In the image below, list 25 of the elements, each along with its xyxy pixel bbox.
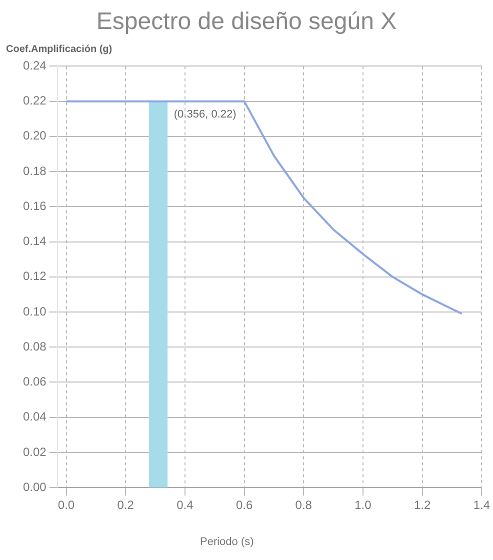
x-tick-label: 0.4 [176, 498, 194, 512]
y-tick-label: 0.06 [22, 374, 47, 389]
y-tick-label: 0.14 [22, 234, 47, 248]
y-tick-label: 0.12 [22, 269, 47, 284]
x-axis-title: Periodo (s) [200, 536, 254, 548]
x-tick-label: 0.8 [295, 498, 312, 512]
y-tick-label: 0.04 [22, 410, 47, 424]
annotation: (0.356, 0.22) [174, 108, 236, 120]
y-tick-label: 0.20 [22, 128, 47, 143]
y-axis-title: Coef.Amplificación (g) [6, 44, 112, 55]
x-tick-label: 1.2 [414, 498, 431, 512]
x-tick-label: 0.2 [117, 498, 134, 512]
y-tick-label: 0.24 [22, 58, 47, 73]
x-tick-label: 1.0 [354, 498, 372, 512]
x-tick-label: 1.4 [473, 498, 490, 512]
y-tick-label: 0.00 [22, 480, 47, 494]
chart-title: Espectro de diseño según X [95, 8, 398, 36]
x-tick-label: 0.0 [58, 498, 75, 512]
y-tick-label: 0.02 [22, 444, 47, 459]
y-tick-label: 0.16 [22, 198, 47, 213]
y-tick-label: 0.18 [22, 164, 47, 178]
x-tick-label: 0.6 [236, 498, 253, 512]
y-tick-label: 0.08 [22, 339, 47, 354]
y-tick-label: 0.22 [22, 94, 47, 108]
y-tick-label: 0.10 [22, 304, 47, 318]
